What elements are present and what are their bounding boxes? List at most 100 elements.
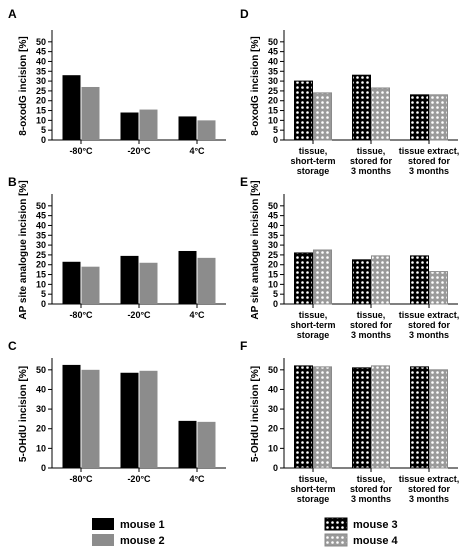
y-axis-label: 5-OHdU incision [%]	[250, 366, 261, 462]
bar-mouse3	[352, 259, 371, 305]
y-tick-label: 0	[41, 135, 46, 145]
x-tick-label: tissue,	[357, 474, 386, 484]
y-tick-label: 10	[268, 443, 278, 453]
y-tick-label: 40	[36, 56, 46, 66]
y-tick-label: 20	[36, 424, 46, 434]
panel-letter: A	[8, 7, 17, 21]
x-tick-label: 3 months	[409, 494, 449, 504]
bar-mouse1	[62, 261, 81, 304]
x-tick-label: -20°C	[127, 474, 151, 484]
bar-mouse2	[81, 86, 100, 140]
y-tick-label: 50	[36, 37, 46, 47]
y-tick-label: 35	[36, 230, 46, 240]
legend-swatch-mouse3	[324, 517, 348, 531]
y-tick-label: 10	[268, 115, 278, 125]
bar-mouse4	[429, 94, 448, 141]
legend-label-mouse4: mouse 4	[353, 535, 399, 547]
bar-mouse3	[410, 94, 429, 141]
y-tick-label: 40	[268, 220, 278, 230]
panel-letter: B	[8, 175, 17, 189]
y-axis-label: AP site analogue incision [%]	[250, 180, 261, 319]
y-tick-label: 10	[36, 279, 46, 289]
y-tick-label: 20	[36, 96, 46, 106]
y-tick-label: 25	[36, 86, 46, 96]
bar-mouse3	[352, 74, 371, 141]
x-tick-label: tissue,	[357, 146, 386, 156]
bar-mouse4	[429, 271, 448, 305]
x-tick-label: 3 months	[351, 330, 391, 340]
bar-mouse4	[371, 365, 390, 469]
legend-label-mouse3: mouse 3	[353, 519, 398, 531]
legend-label-mouse1: mouse 1	[120, 519, 165, 531]
bar-mouse3	[410, 366, 429, 469]
y-tick-label: 30	[36, 404, 46, 414]
x-tick-label: 3 months	[409, 330, 449, 340]
legend: mouse 1 mouse 2 mouse 3 mouse 4	[92, 517, 399, 547]
x-tick-label: 3 months	[351, 494, 391, 504]
panel-letter: F	[240, 339, 247, 353]
x-tick-label: tissue,	[299, 310, 328, 320]
bar-mouse3	[294, 365, 313, 469]
y-tick-label: 25	[268, 86, 278, 96]
x-tick-label: short-term	[290, 484, 335, 494]
x-tick-label: stored for	[350, 156, 393, 166]
y-tick-label: 20	[268, 260, 278, 270]
y-tick-label: 35	[268, 230, 278, 240]
bar-mouse4	[313, 249, 332, 305]
y-axis-label: AP site analogue incision [%]	[18, 180, 29, 319]
x-tick-label: 4°C	[189, 474, 205, 484]
legend-swatch-mouse1	[92, 518, 114, 530]
legend-label-mouse2: mouse 2	[120, 535, 165, 547]
bar-mouse1	[178, 420, 197, 468]
bar-mouse4	[371, 255, 390, 305]
panel-letter: E	[240, 175, 248, 189]
y-tick-label: 25	[36, 250, 46, 260]
y-tick-label: 0	[273, 463, 278, 473]
x-tick-label: tissue extract,	[399, 310, 460, 320]
y-tick-label: 50	[268, 37, 278, 47]
legend-swatch-mouse2	[92, 534, 114, 546]
x-tick-label: -80°C	[69, 310, 93, 320]
y-tick-label: 30	[36, 240, 46, 250]
x-tick-label: tissue,	[299, 474, 328, 484]
y-tick-label: 35	[36, 66, 46, 76]
y-tick-label: 50	[268, 365, 278, 375]
x-tick-label: short-term	[290, 320, 335, 330]
y-tick-label: 25	[268, 250, 278, 260]
y-tick-label: 20	[268, 96, 278, 106]
y-tick-label: 45	[36, 47, 46, 57]
x-tick-label: tissue extract,	[399, 474, 460, 484]
bar-mouse1	[120, 372, 139, 468]
x-tick-label: 4°C	[189, 310, 205, 320]
x-tick-label: short-term	[290, 156, 335, 166]
bar-mouse4	[429, 369, 448, 469]
bar-mouse3	[352, 367, 371, 469]
y-tick-label: 30	[36, 76, 46, 86]
panel-e: E AP site analogue incision [%] 0510152025…	[240, 175, 459, 340]
y-tick-label: 5	[41, 289, 46, 299]
bar-mouse2	[81, 369, 100, 468]
y-tick-label: 5	[273, 289, 278, 299]
y-tick-label: 40	[268, 56, 278, 66]
y-tick-label: 20	[36, 260, 46, 270]
y-tick-label: 5	[273, 125, 278, 135]
x-tick-label: -80°C	[69, 146, 93, 156]
y-tick-label: 45	[36, 211, 46, 221]
panel-b: B AP site analogue incision [%] 0510152025…	[8, 175, 226, 320]
y-tick-label: 45	[268, 211, 278, 221]
y-tick-label: 0	[41, 463, 46, 473]
y-tick-label: 40	[268, 384, 278, 394]
y-tick-label: 10	[268, 279, 278, 289]
y-tick-label: 0	[41, 299, 46, 309]
y-tick-label: 30	[268, 404, 278, 414]
y-tick-label: 5	[41, 125, 46, 135]
x-tick-label: stored for	[350, 484, 393, 494]
x-tick-label: stored for	[408, 156, 451, 166]
bar-mouse3	[294, 80, 313, 141]
y-tick-label: 0	[273, 135, 278, 145]
x-tick-label: storage	[297, 494, 330, 504]
panel-a: A 8-oxodG incision [%] 0510152025303540455…	[8, 7, 226, 156]
bar-mouse4	[371, 87, 390, 141]
bar-mouse2	[197, 257, 216, 304]
